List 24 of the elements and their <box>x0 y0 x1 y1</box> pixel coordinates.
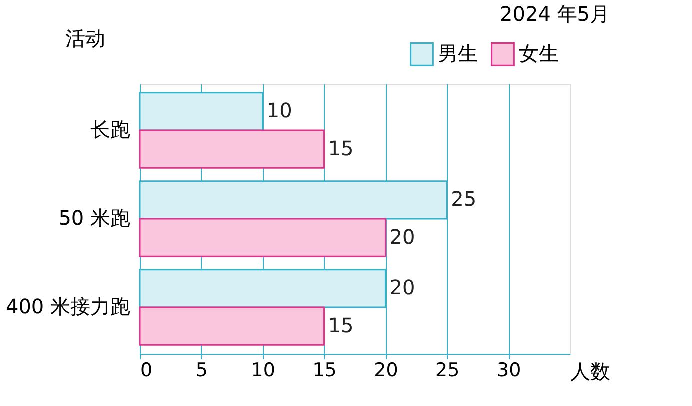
x-axis-title: 人数 <box>570 360 610 384</box>
x-tick-label: 30 <box>496 360 522 382</box>
data-label: 15 <box>328 313 354 338</box>
data-label: 10 <box>266 98 292 123</box>
x-tick-label: 15 <box>312 360 337 382</box>
x-tick-label: 25 <box>436 360 460 382</box>
data-label: 15 <box>328 136 354 160</box>
data-label: 25 <box>451 187 477 212</box>
bar <box>139 218 386 258</box>
y-tick-label: 400 米接力跑 <box>6 294 130 319</box>
legend-label: 女生 <box>519 41 559 66</box>
bar <box>139 130 326 169</box>
y-tick-label: 长跑 <box>90 117 130 142</box>
y-axis-title: 活动 <box>66 26 106 50</box>
data-label: 20 <box>390 276 416 300</box>
chart-title: 2024 年5月 <box>500 2 610 26</box>
x-tick-label: 20 <box>374 360 398 382</box>
legend-label: 男生 <box>438 41 478 66</box>
x-tick-label: 0 <box>140 360 153 382</box>
x-tick-label: 5 <box>196 360 208 382</box>
data-label: 20 <box>390 224 416 249</box>
bar <box>139 306 326 346</box>
y-tick-label: 50 米跑 <box>58 206 130 230</box>
x-tick-label: 10 <box>251 360 276 382</box>
